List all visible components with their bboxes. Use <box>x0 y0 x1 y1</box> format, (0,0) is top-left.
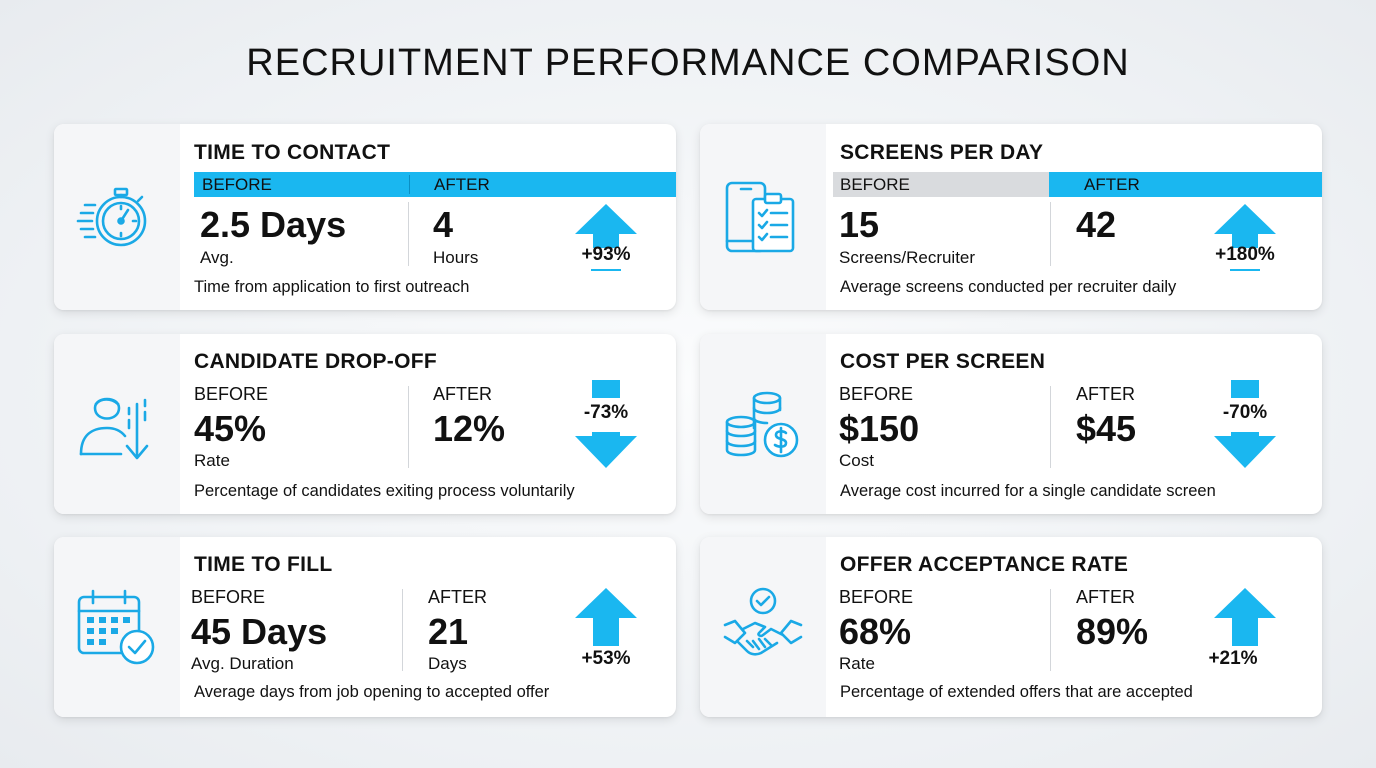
before-value: 2.5 Days <box>200 204 347 245</box>
before-sub: Avg. <box>200 248 234 267</box>
after-label: AFTER <box>1076 384 1136 404</box>
card-title: TIME TO FILL <box>194 553 333 576</box>
before-label: BEFORE <box>839 384 914 404</box>
icon-panel <box>700 334 826 514</box>
before-sub: Rate <box>194 451 230 470</box>
before-sub: Avg. Duration <box>191 654 294 673</box>
before-value: 15 <box>839 204 880 245</box>
person-down-arrow-icon <box>79 397 149 460</box>
before-value: $150 <box>839 408 920 449</box>
up-arrow-icon <box>1214 588 1276 646</box>
after-sub: Hours <box>433 248 479 267</box>
icon-panel <box>54 334 180 514</box>
card-description: Average days from job opening to accepte… <box>194 683 550 701</box>
card-candidate-drop-off: CANDIDATE DROP-OFF BEFORE AFTER 45% Rate… <box>54 334 676 514</box>
before-value: 68% <box>839 611 912 652</box>
card-title: COST PER SCREEN <box>840 350 1046 373</box>
label-divider <box>409 175 410 194</box>
coins-dollar-icon <box>725 391 799 458</box>
before-label: BEFORE <box>202 175 272 194</box>
before-after-label-bar: BEFORE AFTER <box>194 172 676 197</box>
underline <box>1230 269 1260 271</box>
after-label: AFTER <box>433 384 493 404</box>
card-title: CANDIDATE DROP-OFF <box>194 350 437 373</box>
card-description: Time from application to first outreach <box>194 278 470 296</box>
after-label: AFTER <box>1076 587 1136 607</box>
change-percent: -73% <box>583 402 629 423</box>
after-value: 89% <box>1076 611 1149 652</box>
value-divider <box>408 202 409 266</box>
before-label: BEFORE <box>191 587 266 607</box>
up-arrow-icon <box>575 204 637 248</box>
handshake-check-icon <box>723 587 803 656</box>
change-percent: +53% <box>581 648 631 669</box>
card-screens-per-day: SCREENS PER DAY BEFORE AFTER 15 Screens/… <box>700 124 1322 310</box>
after-value: 12% <box>433 408 506 449</box>
after-value: 21 <box>428 611 469 652</box>
card-description: Percentage of extended offers that are a… <box>840 683 1193 701</box>
card-description: Average cost incurred for a single candi… <box>840 482 1216 500</box>
change-percent: +93% <box>581 244 631 265</box>
before-value: 45% <box>194 408 267 449</box>
icon-panel <box>700 537 826 717</box>
before-label: BEFORE <box>839 587 914 607</box>
page-title: RECRUITMENT PERFORMANCE COMPARISON <box>246 42 1130 84</box>
before-label: BEFORE <box>194 384 269 404</box>
card-title: OFFER ACCEPTANCE RATE <box>840 553 1129 576</box>
before-sub: Screens/Recruiter <box>839 248 976 267</box>
up-arrow-icon <box>575 588 637 646</box>
phone-clipboard-icon <box>725 181 795 253</box>
value-divider <box>1050 589 1051 671</box>
after-value: $45 <box>1076 408 1137 449</box>
icon-panel <box>700 124 826 310</box>
after-label: AFTER <box>434 175 490 194</box>
icon-panel <box>54 537 180 717</box>
change-percent: +180% <box>1215 244 1275 265</box>
change-percent: +21% <box>1208 648 1258 669</box>
value-divider <box>402 589 403 671</box>
after-label: AFTER <box>428 587 488 607</box>
after-sub: Days <box>428 654 467 673</box>
card-offer-acceptance-rate: OFFER ACCEPTANCE RATE BEFORE AFTER 68% R… <box>700 537 1322 717</box>
underline <box>591 269 621 271</box>
card-title: SCREENS PER DAY <box>840 141 1044 164</box>
card-cost-per-screen: COST PER SCREEN BEFORE AFTER $150 Cost $… <box>700 334 1322 514</box>
down-arrow-icon <box>575 380 637 468</box>
before-value: 45 Days <box>191 611 328 652</box>
card-description: Average screens conducted per recruiter … <box>840 278 1177 296</box>
icon-panel <box>54 124 180 310</box>
card-title: TIME TO CONTACT <box>194 141 391 164</box>
after-value: 4 <box>433 204 454 245</box>
value-divider <box>1050 202 1051 266</box>
value-divider <box>1050 386 1051 468</box>
after-value: 42 <box>1076 204 1117 245</box>
card-time-to-fill: TIME TO FILL BEFORE AFTER 45 Days Avg. D… <box>54 537 676 717</box>
after-label: AFTER <box>1084 175 1140 194</box>
down-arrow-icon <box>1214 380 1276 468</box>
value-divider <box>408 386 409 468</box>
before-sub: Rate <box>839 654 875 673</box>
stopwatch-icon <box>76 187 147 247</box>
before-sub: Cost <box>839 451 874 470</box>
card-time-to-contact: TIME TO CONTACT BEFORE AFTER 2.5 Days Av… <box>54 124 676 310</box>
up-arrow-icon <box>1214 204 1276 248</box>
card-description: Percentage of candidates exiting process… <box>194 482 575 500</box>
before-after-label-bar: BEFORE AFTER <box>833 172 1322 197</box>
calendar-check-icon <box>77 589 155 665</box>
before-label: BEFORE <box>833 172 1049 197</box>
change-percent: -70% <box>1222 402 1268 423</box>
